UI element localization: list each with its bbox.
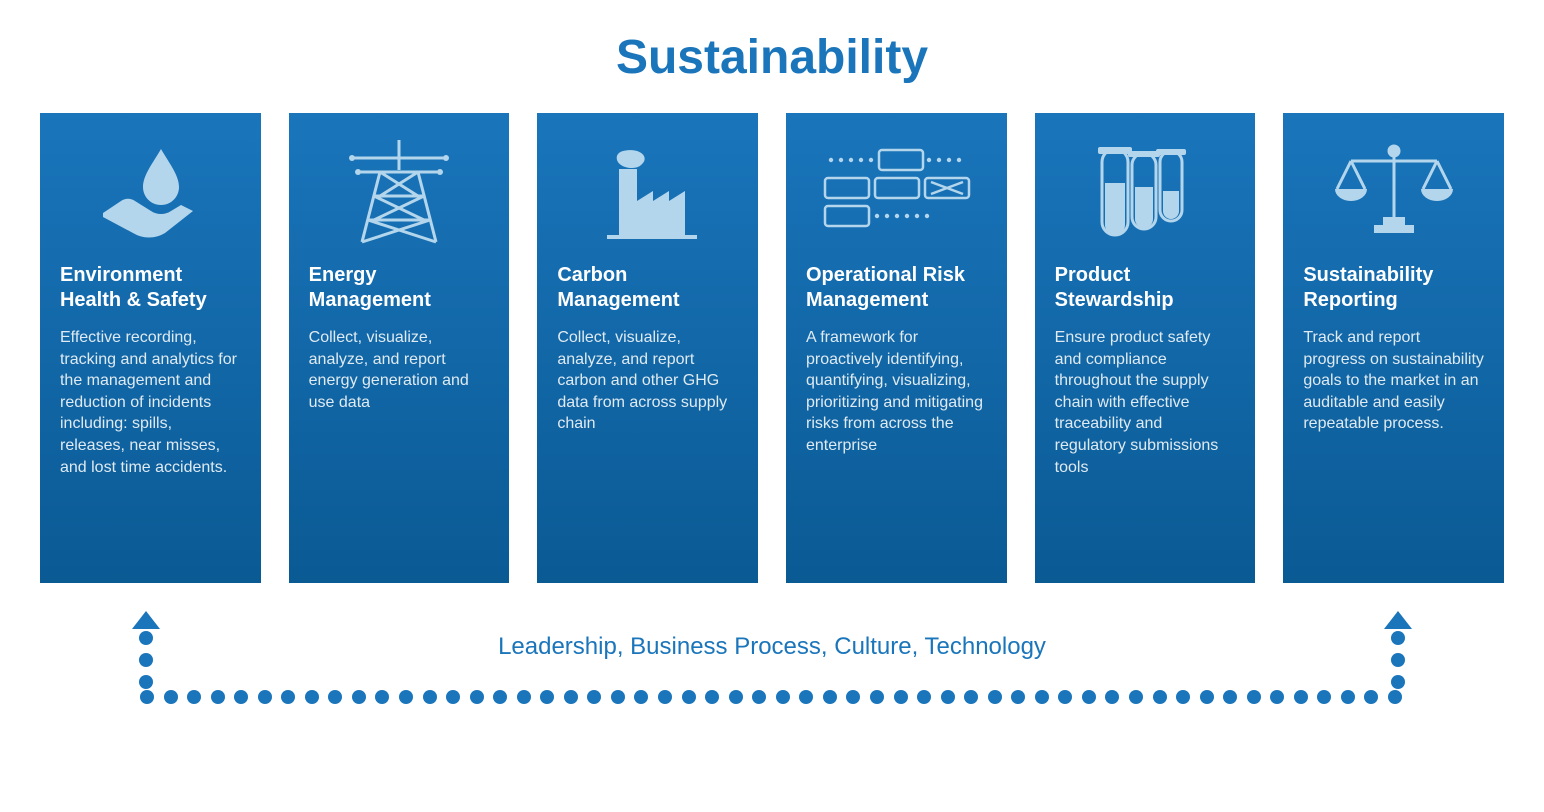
card-title: Operational Risk Management [806, 263, 987, 313]
connector-dot [1129, 690, 1143, 704]
card-scales: Sustainability Reporting Track and report… [1283, 113, 1504, 583]
connector-dot [234, 690, 248, 704]
card-title: Environment Health & Safety [60, 263, 241, 313]
connector-dot [328, 690, 342, 704]
connector-dot [1058, 690, 1072, 704]
risk-grid-icon [806, 131, 987, 251]
connector-dot [352, 690, 366, 704]
connector-dot [258, 690, 272, 704]
connector-dot [281, 690, 295, 704]
card-desc: Ensure product safety and compliance thr… [1055, 327, 1236, 478]
connector-dot [446, 690, 460, 704]
card-title: Energy Management [309, 263, 490, 313]
connector-dot [1391, 675, 1405, 689]
connector-dot [823, 690, 837, 704]
connector-dot [988, 690, 1002, 704]
connector-dot [917, 690, 931, 704]
connector-dot [846, 690, 860, 704]
connector-dot [1294, 690, 1308, 704]
card-desc: Track and report progress on sustainabil… [1303, 327, 1484, 435]
card-factory: Carbon Management Collect, visualize, ana… [537, 113, 758, 583]
connector-dot [211, 690, 225, 704]
arrow-left-up-icon [132, 611, 160, 629]
connector-dot [564, 690, 578, 704]
connector-dot [729, 690, 743, 704]
connector-dot [634, 690, 648, 704]
connector-dot [470, 690, 484, 704]
connector-dot [1391, 653, 1405, 667]
connector-dot [1105, 690, 1119, 704]
connector-dot [305, 690, 319, 704]
connector-dot [1388, 690, 1402, 704]
card-test-tubes: Product Stewardship Ensure product safety… [1035, 113, 1256, 583]
connector-dot [1011, 690, 1025, 704]
connector-dot [611, 690, 625, 704]
connector-dot [964, 690, 978, 704]
connector-dot [1391, 631, 1405, 645]
connector-dot [1223, 690, 1237, 704]
connector-dot [1176, 690, 1190, 704]
connector-dot [1317, 690, 1331, 704]
connector-dot [399, 690, 413, 704]
scales-icon [1303, 131, 1484, 251]
connector-dot [1364, 690, 1378, 704]
connector-dot [799, 690, 813, 704]
card-power-tower: Energy Management Collect, visualize, ana… [289, 113, 510, 583]
connector-dot [1200, 690, 1214, 704]
card-hand-droplet: Environment Health & Safety Effective rec… [40, 113, 261, 583]
connector-dot [540, 690, 554, 704]
connector-dot [139, 675, 153, 689]
card-title: Sustainability Reporting [1303, 263, 1484, 313]
connector-dot [187, 690, 201, 704]
connector-dot [140, 690, 154, 704]
connector-dot [1082, 690, 1096, 704]
factory-icon [557, 131, 738, 251]
connector-dot [682, 690, 696, 704]
dots-horizontal [140, 689, 1402, 705]
connector-dot [658, 690, 672, 704]
connector-dot [894, 690, 908, 704]
footer-text: Leadership, Business Process, Culture, T… [0, 633, 1544, 661]
connector-dot [517, 690, 531, 704]
footer-area: Leadership, Business Process, Culture, T… [0, 593, 1544, 753]
card-title: Carbon Management [557, 263, 738, 313]
connector-dot [587, 690, 601, 704]
connector-dot [164, 690, 178, 704]
power-tower-icon [309, 131, 490, 251]
card-desc: A framework for proactively identifying,… [806, 327, 987, 457]
connector-dot [776, 690, 790, 704]
page-title: Sustainability [0, 0, 1544, 113]
connector-dot [705, 690, 719, 704]
connector-dot [1341, 690, 1355, 704]
connector-dot [1153, 690, 1167, 704]
connector-dot [375, 690, 389, 704]
connector-dot [493, 690, 507, 704]
connector-dot [1035, 690, 1049, 704]
dots-vertical-right [1391, 631, 1405, 689]
card-title: Product Stewardship [1055, 263, 1236, 313]
arrow-right-up-icon [1384, 611, 1412, 629]
connector-dot [752, 690, 766, 704]
connector-dot [1247, 690, 1261, 704]
card-risk-grid: Operational Risk Management A framework f… [786, 113, 1007, 583]
connector-dot [870, 690, 884, 704]
connector-dot [1270, 690, 1284, 704]
connector-dot [423, 690, 437, 704]
card-desc: Collect, visualize, analyze, and report … [557, 327, 738, 435]
cards-row: Environment Health & Safety Effective rec… [0, 113, 1544, 583]
connector-dot [941, 690, 955, 704]
test-tubes-icon [1055, 131, 1236, 251]
card-desc: Collect, visualize, analyze, and report … [309, 327, 490, 413]
hand-droplet-icon [60, 131, 241, 251]
card-desc: Effective recording, tracking and analyt… [60, 327, 241, 478]
